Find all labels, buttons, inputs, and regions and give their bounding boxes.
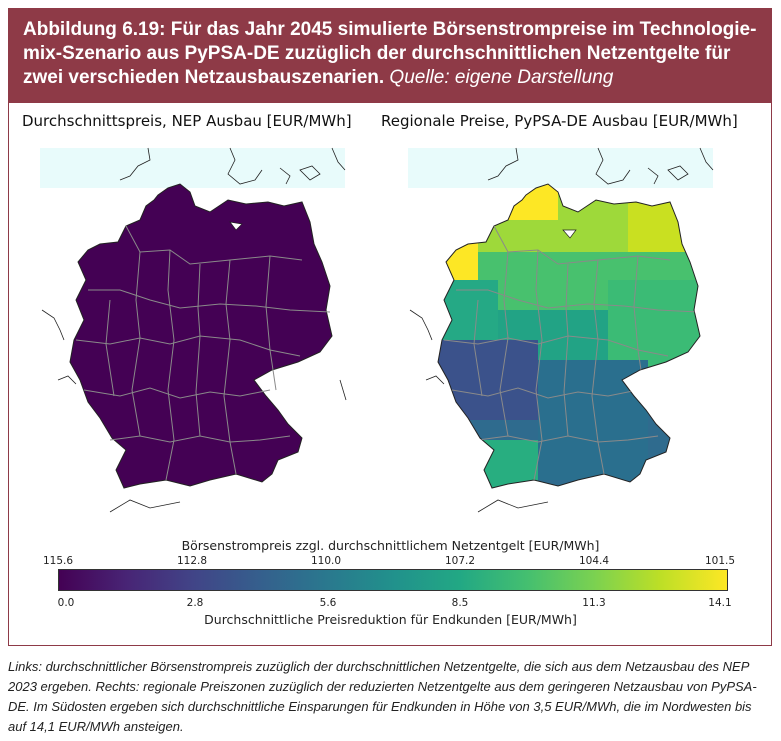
bottom-tick: 0.0 [57,597,75,609]
bottom-tick: 8.5 [451,597,469,609]
figure-caption: Links: durchschnittlicher Börsenstrompre… [8,659,757,734]
zone-northwest [438,184,478,280]
zone-southwest-corner [478,440,538,488]
right-map [408,147,714,513]
top-tick: 112.8 [176,555,208,567]
top-tick: 110.0 [310,555,342,567]
zone-south [538,360,648,480]
left-panel-title: Durchschnittspreis, NEP Ausbau [EUR/MWh] [22,112,352,130]
white-patch [562,229,577,239]
zone-southwest [438,340,538,420]
left-map [40,147,347,513]
right-panel-title: Regionale Preise, PyPSA-DE Ausbau [EUR/M… [381,112,738,130]
region-borders [75,225,331,481]
germany-outline [437,183,701,489]
neighbor-borders [409,147,714,513]
figure-source: Quelle: eigene Darstellung [389,67,614,88]
figure-header: Abbildung 6.19: Für das Jahr 2045 simuli… [9,9,771,103]
white-patch [229,221,243,231]
colorbar-top-label: Börsenstrompreis zzgl. durchschnittliche… [181,538,600,553]
bottom-tick: 5.6 [319,597,337,609]
sea-area [40,148,345,188]
top-tick: 115.6 [42,555,74,567]
neighbor-borders [41,147,347,513]
top-tick: 107.2 [444,555,476,567]
region-borders [443,225,699,481]
sea-area [408,148,713,188]
colorbar-bottom-label: Durchschnittliche Preisreduktion für End… [204,612,577,627]
figure-title: Abbildung 6.19: Für das Jahr 2045 simuli… [23,19,757,88]
colorbar [58,569,728,591]
bottom-tick: 11.3 [582,597,606,609]
bottom-tick: 14.1 [708,597,732,609]
price-zones [438,184,700,488]
top-tick: 104.4 [578,555,610,567]
top-tick: 101.5 [704,555,736,567]
bottom-tick: 2.8 [186,597,204,609]
zone-east [608,280,700,370]
